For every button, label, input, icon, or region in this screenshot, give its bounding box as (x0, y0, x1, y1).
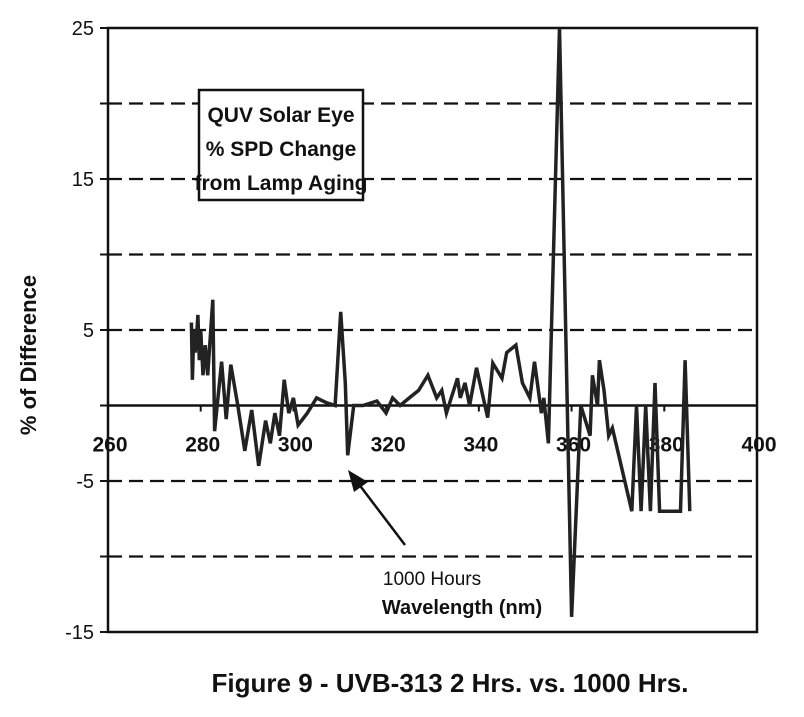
chart-title-line: QUV Solar Eye (207, 104, 354, 127)
y-tick-label: 15 (72, 169, 94, 191)
x-tick-label: 320 (371, 434, 406, 457)
x-tick-label: 340 (463, 434, 498, 457)
x-axis: 260 280 300 320 340 360 380 400 (92, 405, 777, 457)
y-tick-label: 5 (83, 320, 94, 342)
x-axis-label: Wavelength (nm) (382, 597, 542, 619)
chart-title-line: % SPD Change (206, 138, 357, 161)
title-box: QUV Solar Eye % SPD Change from Lamp Agi… (194, 88, 368, 202)
y-axis: 25 15 5 -5 -15 (65, 18, 108, 644)
x-tick-label: 280 (185, 434, 220, 457)
annotation-arrow (348, 470, 406, 546)
x-tick-label: 300 (278, 434, 313, 457)
chart-title-line: from Lamp Aging (194, 172, 367, 195)
y-tick-label: 25 (72, 18, 94, 40)
x-tick-label: 400 (741, 434, 776, 457)
x-tick-label: 360 (556, 434, 591, 457)
y-tick-label: -15 (65, 622, 94, 644)
y-tick-label: -5 (76, 471, 94, 493)
x-tick-label: 260 (92, 434, 127, 457)
series-line (189, 27, 692, 617)
y-axis-label: % of Difference (16, 275, 41, 435)
figure-caption: Figure 9 - UVB-313 2 Hrs. vs. 1000 Hrs. (212, 668, 689, 698)
annotation-label: 1000 Hours (383, 569, 481, 590)
